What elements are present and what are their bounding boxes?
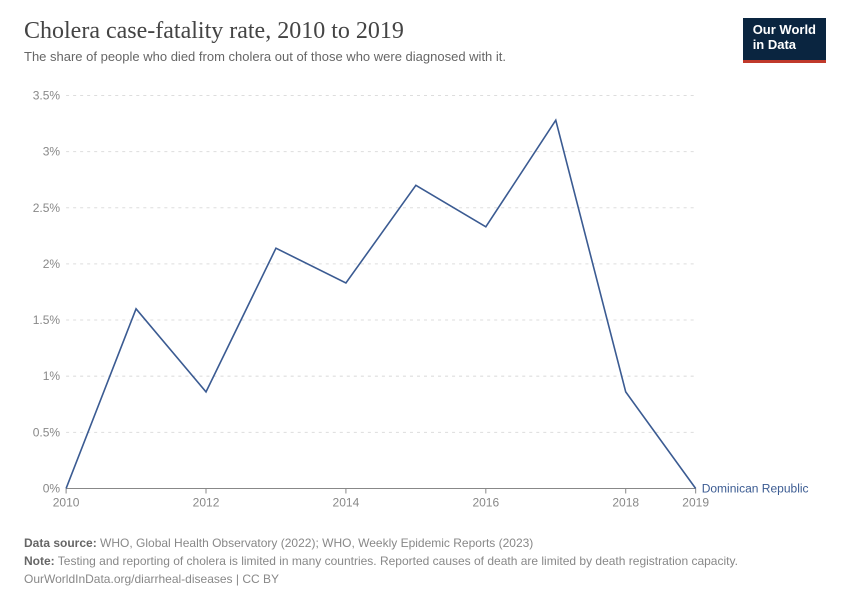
- note-text: Testing and reporting of cholera is limi…: [55, 554, 738, 568]
- source-text: WHO, Global Health Observatory (2022); W…: [97, 536, 534, 550]
- chart-footer: Data source: WHO, Global Health Observat…: [24, 534, 826, 588]
- line-chart-svg: 0% 0.5% 1% 1.5% 2% 2.5% 3% 3.5% 2010 2012 2014 2016…: [24, 74, 826, 528]
- logo-line-2: in Data: [753, 37, 796, 52]
- owid-logo: Our World in Data: [743, 18, 826, 63]
- footer-source: Data source: WHO, Global Health Observat…: [24, 534, 826, 552]
- x-tick-label: 2019: [682, 496, 709, 510]
- y-tick-label: 1.5%: [33, 313, 61, 327]
- note-prefix: Note:: [24, 554, 55, 568]
- x-tick-label: 2014: [333, 496, 360, 510]
- series-line: [66, 120, 696, 488]
- y-tick-label: 1%: [43, 369, 61, 383]
- x-tick-label: 2012: [193, 496, 220, 510]
- chart-subtitle: The share of people who died from choler…: [24, 49, 506, 64]
- chart-title: Cholera case-fatality rate, 2010 to 2019: [24, 18, 506, 45]
- footer-note: Note: Testing and reporting of cholera i…: [24, 552, 826, 570]
- header-text: Cholera case-fatality rate, 2010 to 2019…: [24, 18, 506, 74]
- series-label: Dominican Republic: [702, 481, 809, 495]
- header: Cholera case-fatality rate, 2010 to 2019…: [24, 18, 826, 74]
- x-tick-label: 2010: [53, 496, 80, 510]
- y-tick-label: 2%: [43, 257, 61, 271]
- chart-container: Cholera case-fatality rate, 2010 to 2019…: [0, 0, 850, 600]
- y-tick-label: 2.5%: [33, 201, 61, 215]
- y-tick-label: 3%: [43, 145, 61, 159]
- chart-plot-area: 0% 0.5% 1% 1.5% 2% 2.5% 3% 3.5% 2010 2012 2014 2016…: [24, 74, 826, 528]
- x-tick-label: 2018: [612, 496, 639, 510]
- x-tick-label: 2016: [472, 496, 499, 510]
- source-prefix: Data source:: [24, 536, 97, 550]
- y-tick-label: 3.5%: [33, 88, 61, 102]
- y-tick-label: 0%: [43, 481, 61, 495]
- y-tick-label: 0.5%: [33, 425, 61, 439]
- logo-line-1: Our World: [753, 22, 816, 37]
- footer-attribution: OurWorldInData.org/diarrheal-diseases | …: [24, 570, 826, 588]
